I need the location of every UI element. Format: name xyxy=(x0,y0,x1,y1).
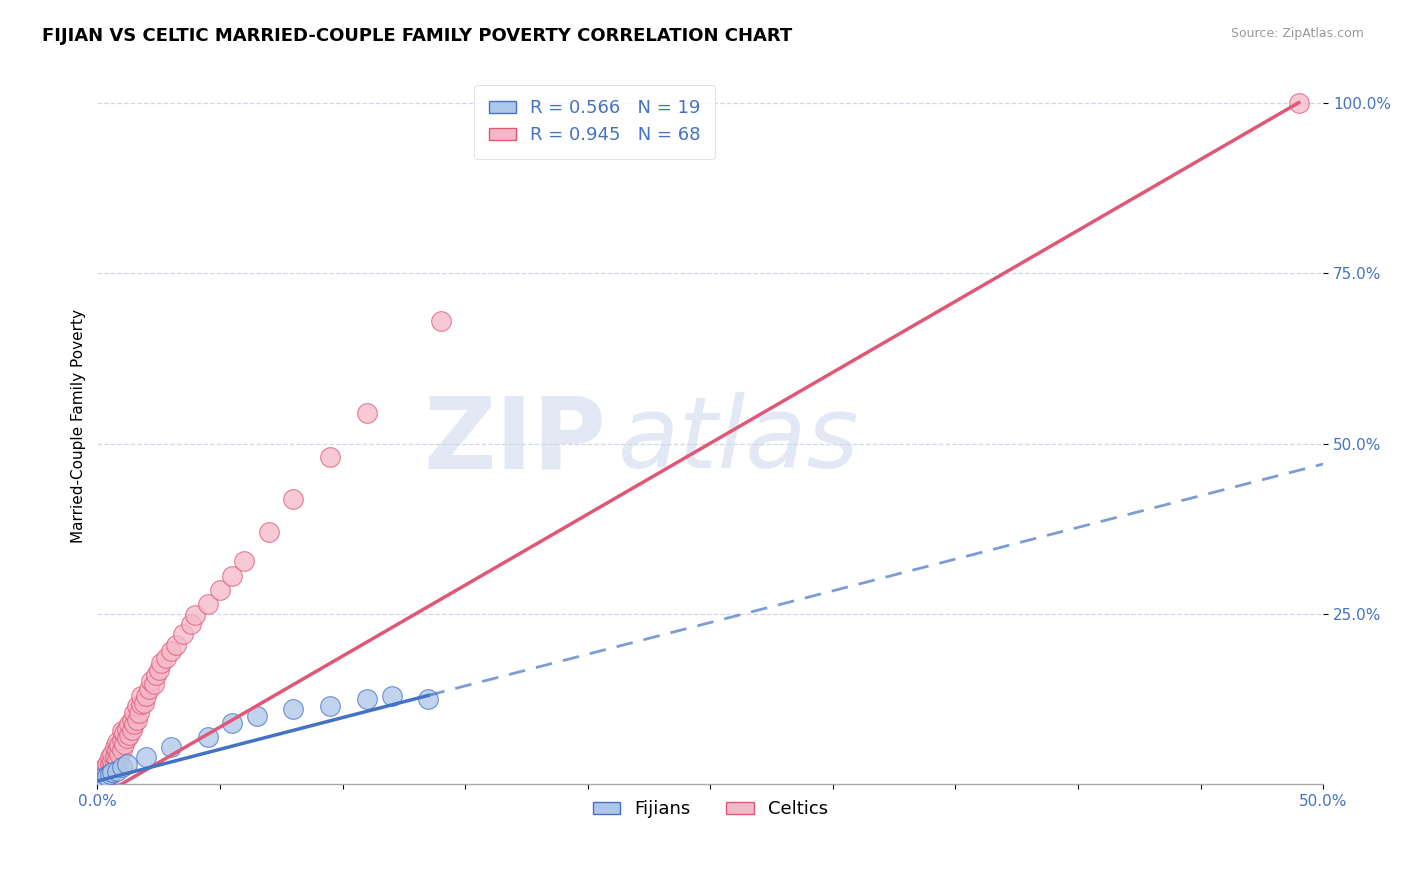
Point xyxy=(150,656,173,670)
Point xyxy=(135,689,157,703)
Point xyxy=(1288,95,1310,110)
Point xyxy=(118,717,141,731)
Point xyxy=(257,525,280,540)
Point xyxy=(111,724,134,739)
Point xyxy=(145,668,167,682)
Point xyxy=(283,702,305,716)
Point xyxy=(122,706,145,720)
Point xyxy=(135,750,157,764)
Point xyxy=(89,774,111,789)
Text: ZIP: ZIP xyxy=(423,392,606,490)
Point xyxy=(319,450,342,465)
Text: atlas: atlas xyxy=(619,392,860,490)
Point xyxy=(121,723,143,737)
Point xyxy=(131,697,153,711)
Point xyxy=(112,737,135,751)
Point xyxy=(283,492,305,507)
Point xyxy=(128,706,150,720)
Point xyxy=(101,754,124,768)
Point xyxy=(98,767,121,781)
Point xyxy=(197,730,219,744)
Point xyxy=(89,771,111,785)
Point xyxy=(101,747,124,761)
Point xyxy=(96,756,118,771)
Point xyxy=(93,772,115,786)
Point xyxy=(132,696,155,710)
Point xyxy=(115,731,138,745)
Point xyxy=(103,748,125,763)
Point xyxy=(108,738,131,752)
Point xyxy=(103,756,125,771)
Point xyxy=(96,769,118,783)
Point xyxy=(319,699,342,714)
Point xyxy=(101,765,124,780)
Point xyxy=(165,638,187,652)
Point xyxy=(131,689,153,703)
Point xyxy=(98,756,121,771)
Point xyxy=(93,765,115,780)
Point xyxy=(111,760,134,774)
Point xyxy=(246,709,269,723)
Point xyxy=(105,743,128,757)
Point xyxy=(98,750,121,764)
Point xyxy=(381,689,404,703)
Point xyxy=(233,554,256,568)
Point xyxy=(184,608,207,623)
Point xyxy=(356,692,378,706)
Point xyxy=(148,663,170,677)
Point xyxy=(111,733,134,747)
Point xyxy=(221,569,243,583)
Point xyxy=(155,651,177,665)
Point xyxy=(91,771,114,785)
Point xyxy=(91,764,114,778)
Point xyxy=(89,774,111,789)
Point xyxy=(105,764,128,778)
Point xyxy=(96,763,118,777)
Point xyxy=(160,644,183,658)
Point xyxy=(208,583,231,598)
Point xyxy=(112,726,135,740)
Point xyxy=(142,676,165,690)
Point xyxy=(105,751,128,765)
Point xyxy=(141,673,163,688)
Point xyxy=(160,739,183,754)
Point xyxy=(125,713,148,727)
Point xyxy=(122,717,145,731)
Point xyxy=(96,767,118,781)
Point xyxy=(101,760,124,774)
Point xyxy=(108,747,131,761)
Point xyxy=(98,769,121,783)
Point xyxy=(111,743,134,757)
Text: FIJIAN VS CELTIC MARRIED-COUPLE FAMILY POVERTY CORRELATION CHART: FIJIAN VS CELTIC MARRIED-COUPLE FAMILY P… xyxy=(42,27,793,45)
Legend: Fijians, Celtics: Fijians, Celtics xyxy=(585,793,835,825)
Point xyxy=(91,772,114,786)
Point xyxy=(93,771,115,785)
Point xyxy=(172,627,194,641)
Point xyxy=(105,735,128,749)
Point xyxy=(121,713,143,727)
Point xyxy=(91,767,114,781)
Point xyxy=(118,728,141,742)
Point xyxy=(98,764,121,778)
Point xyxy=(115,722,138,736)
Y-axis label: Married-Couple Family Poverty: Married-Couple Family Poverty xyxy=(72,310,86,543)
Point xyxy=(180,617,202,632)
Point xyxy=(418,692,440,706)
Point xyxy=(93,760,115,774)
Point xyxy=(115,756,138,771)
Point xyxy=(356,406,378,420)
Point xyxy=(197,597,219,611)
Point xyxy=(138,681,160,696)
Text: Source: ZipAtlas.com: Source: ZipAtlas.com xyxy=(1230,27,1364,40)
Point xyxy=(221,716,243,731)
Point xyxy=(125,699,148,714)
Point xyxy=(103,739,125,754)
Point xyxy=(429,314,451,328)
